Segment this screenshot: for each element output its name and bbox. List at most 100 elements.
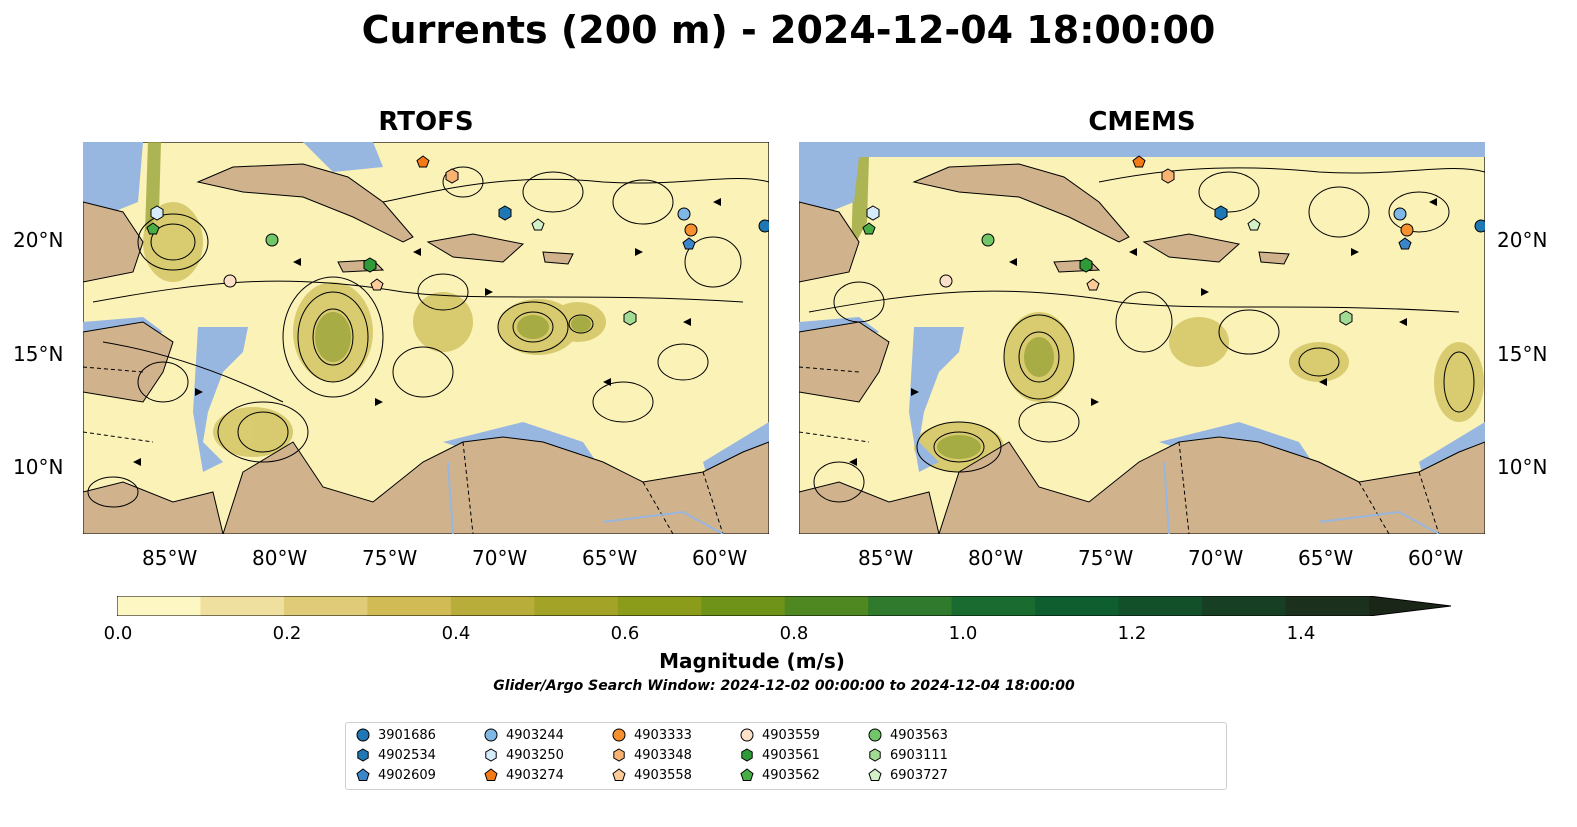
marker-6903111 bbox=[623, 310, 637, 326]
legend-item: 4903244 bbox=[484, 725, 564, 745]
colorbar-segment bbox=[1202, 596, 1287, 616]
lat-tick-label: 20°N bbox=[13, 228, 64, 252]
lat-tick-label: 20°N bbox=[1497, 228, 1548, 252]
marker-4903333 bbox=[684, 223, 698, 237]
colorbar-segment bbox=[367, 596, 452, 616]
colorbar bbox=[117, 596, 1452, 616]
legend-marker-icon bbox=[868, 768, 882, 781]
legend-label: 4903562 bbox=[762, 767, 820, 783]
marker-4903559 bbox=[223, 274, 237, 288]
marker-4902534 bbox=[1214, 205, 1228, 221]
marker-4902534 bbox=[498, 205, 512, 221]
legend-item: 4903559 bbox=[740, 725, 820, 745]
marker-4903250 bbox=[866, 205, 880, 221]
marker-4902609 bbox=[682, 237, 696, 250]
colorbar-segment bbox=[951, 596, 1036, 616]
legend-label: 4903250 bbox=[506, 747, 564, 763]
legend-label: 4903563 bbox=[890, 727, 948, 743]
marker-4903561 bbox=[1079, 257, 1093, 273]
colorbar-segment bbox=[868, 596, 953, 616]
legend-marker-icon bbox=[740, 728, 754, 742]
legend-marker-icon bbox=[869, 748, 881, 762]
legend-label: 4903561 bbox=[762, 747, 820, 763]
panel-title-rtofs: RTOFS bbox=[378, 107, 474, 137]
marker-4903348 bbox=[1161, 168, 1175, 184]
marker-4903348 bbox=[445, 168, 459, 184]
legend-items: 3901686 4902534 4902609 4903244 4903250 49032… bbox=[356, 725, 1226, 785]
search-window-text: Glider/Argo Search Window: 2024-12-02 00… bbox=[493, 678, 1075, 694]
marker-6903727 bbox=[1247, 218, 1261, 231]
lon-tick-label: 75°W bbox=[1078, 546, 1134, 570]
colorbar-tick-label: 1.2 bbox=[1117, 623, 1147, 644]
legend-item: 4902609 bbox=[356, 765, 436, 785]
colorbar-segment bbox=[701, 596, 786, 616]
marker-3901686 bbox=[1474, 219, 1485, 233]
lat-tick-label: 15°N bbox=[1497, 342, 1548, 366]
legend-label: 6903111 bbox=[890, 747, 948, 763]
legend-item: 3901686 bbox=[356, 725, 436, 745]
legend-marker-icon bbox=[741, 748, 753, 762]
colorbar-segment bbox=[1035, 596, 1120, 616]
lon-tick-label: 70°W bbox=[472, 546, 528, 570]
legend-label: 4903348 bbox=[634, 747, 692, 763]
marker-4903274 bbox=[1132, 155, 1146, 168]
legend-item: 6903727 bbox=[868, 765, 948, 785]
legend-marker-icon bbox=[485, 748, 497, 762]
legend-label: 6903727 bbox=[890, 767, 948, 783]
legend-marker-icon bbox=[613, 748, 625, 762]
map-panel-rtofs bbox=[83, 142, 769, 534]
colorbar-extend-arrow bbox=[1369, 596, 1451, 616]
legend-marker-icon bbox=[868, 728, 882, 742]
map-panel-cmems bbox=[799, 142, 1485, 534]
lon-tick-label: 60°W bbox=[692, 546, 748, 570]
colorbar-tick-label: 0.2 bbox=[272, 623, 302, 644]
colorbar-segment bbox=[1118, 596, 1203, 616]
colorbar-segment bbox=[534, 596, 619, 616]
lon-tick-label: 85°W bbox=[858, 546, 914, 570]
marker-4903563 bbox=[265, 233, 279, 247]
colorbar-segment bbox=[1285, 596, 1370, 616]
lon-tick-label: 75°W bbox=[362, 546, 418, 570]
colorbar-tick-label: 1.0 bbox=[948, 623, 978, 644]
legend-item: 6903111 bbox=[868, 745, 948, 765]
marker-6903727 bbox=[531, 218, 545, 231]
legend-marker-icon bbox=[740, 768, 754, 781]
marker-4903244 bbox=[677, 207, 691, 221]
lat-tick-label: 10°N bbox=[13, 455, 64, 479]
legend-marker-icon bbox=[356, 728, 370, 742]
marker-4903244 bbox=[1393, 207, 1407, 221]
marker-4903561 bbox=[363, 257, 377, 273]
colorbar-segment bbox=[117, 596, 201, 616]
marker-4903333 bbox=[1400, 223, 1414, 237]
marker-4903558 bbox=[1086, 278, 1100, 291]
legend-label: 4903274 bbox=[506, 767, 564, 783]
legend-marker-icon bbox=[484, 728, 498, 742]
colorbar-segment bbox=[283, 596, 368, 616]
marker-4903274 bbox=[416, 155, 430, 168]
colorbar-tick-label: 0.0 bbox=[103, 623, 133, 644]
marker-4903563 bbox=[981, 233, 995, 247]
colorbar-tick-label: 0.4 bbox=[441, 623, 471, 644]
lon-tick-label: 65°W bbox=[582, 546, 638, 570]
legend-item: 4903274 bbox=[484, 765, 564, 785]
legend-marker-icon bbox=[357, 748, 369, 762]
marker-4902609 bbox=[1398, 237, 1412, 250]
lon-tick-label: 65°W bbox=[1298, 546, 1354, 570]
legend-label: 4903333 bbox=[634, 727, 692, 743]
colorbar-segment bbox=[617, 596, 702, 616]
legend-item: 4903250 bbox=[484, 745, 564, 765]
legend-label: 4902534 bbox=[378, 747, 436, 763]
legend-item: 4903333 bbox=[612, 725, 692, 745]
legend-marker-icon bbox=[356, 768, 370, 781]
marker-4903250 bbox=[150, 205, 164, 221]
marker-4903562 bbox=[862, 222, 876, 235]
panel-title-cmems: CMEMS bbox=[1088, 107, 1196, 137]
legend-label: 4903244 bbox=[506, 727, 564, 743]
legend-item: 4903348 bbox=[612, 745, 692, 765]
legend-label: 4903559 bbox=[762, 727, 820, 743]
lon-tick-label: 70°W bbox=[1188, 546, 1244, 570]
marker-4903558 bbox=[370, 278, 384, 291]
lat-tick-label: 10°N bbox=[1497, 455, 1548, 479]
lon-tick-label: 80°W bbox=[252, 546, 308, 570]
legend-item: 4902534 bbox=[356, 745, 436, 765]
